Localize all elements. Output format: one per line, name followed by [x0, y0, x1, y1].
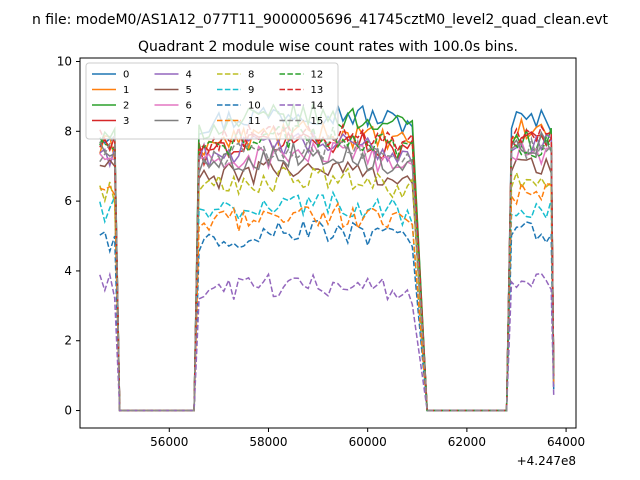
legend-label-8: 8 [248, 70, 254, 81]
legend-label-4: 4 [186, 70, 192, 81]
x-tick-label: 60000 [349, 435, 387, 449]
chart-suptitle: n file: modeM0/AS1A12_077T11_9000005696_… [32, 12, 609, 28]
legend-label-14: 14 [311, 101, 324, 112]
legend-label-13: 13 [311, 85, 324, 96]
legend-label-15: 15 [311, 116, 324, 127]
legend-label-1: 1 [123, 85, 129, 96]
axes-frame [79, 57, 577, 429]
x-axis: 56000 58000 60000 62000 64000 [150, 428, 585, 449]
legend-label-11: 11 [248, 116, 261, 127]
x-tick-label: 56000 [150, 435, 188, 449]
legend-label-5: 5 [186, 85, 192, 96]
x-tick-label: 64000 [547, 435, 585, 449]
x-offset-label: +4.247e8 [517, 454, 576, 468]
legend-label-6: 6 [186, 101, 192, 112]
y-tick-label: 4 [64, 264, 72, 278]
legend-label-3: 3 [123, 116, 129, 127]
series-line-15 [99, 132, 555, 412]
legend-label-10: 10 [248, 101, 261, 112]
y-tick-label: 10 [57, 54, 72, 68]
y-tick-label: 6 [64, 194, 72, 208]
y-tick-label: 8 [64, 124, 72, 138]
legend-label-12: 12 [311, 70, 324, 81]
legend-box [85, 62, 339, 140]
x-tick-label: 58000 [249, 435, 287, 449]
legend-label-2: 2 [123, 101, 129, 112]
y-tick-label: 0 [64, 404, 72, 418]
x-tick-label: 62000 [448, 435, 486, 449]
y-axis: 0 2 4 6 8 10 [57, 54, 80, 418]
legend-label-7: 7 [186, 116, 192, 127]
chart-title: Quadrant 2 module wise count rates with … [138, 39, 518, 55]
legend-label-9: 9 [248, 85, 254, 96]
y-tick-label: 2 [64, 334, 72, 348]
legend-label-0: 0 [123, 70, 129, 81]
